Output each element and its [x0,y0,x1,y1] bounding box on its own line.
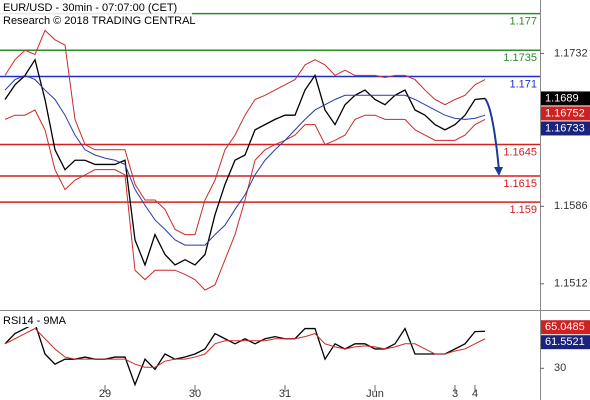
price-badge [541,91,590,106]
title-bg [0,0,192,28]
rsi-title-bg [0,313,70,327]
series-line [4,29,486,236]
x-tick-label: 31 [279,388,291,400]
price-badge-label: 61.5521 [545,336,585,348]
y-tick-label: 1.1732 [554,47,588,59]
price-badge [541,106,590,121]
level-label: 1.1645 [503,146,537,158]
y-tick-label: 30 [554,362,566,374]
level-label: 1.159 [509,204,537,216]
x-tick-label: 30 [189,388,201,400]
projection-arrowhead [494,166,503,176]
price-badge-label: 1.16752 [545,107,585,119]
projection-arrow [484,97,500,171]
series-line [4,109,486,291]
level-label: 1.177 [509,16,537,28]
chart-subtitle: Research © 2018 TRADING CENTRAL [3,15,196,27]
price-badge [541,121,590,136]
y-tick-label: 1.1586 [554,200,588,212]
x-tick-label: Jun [366,388,384,400]
chart-title: EUR/USD - 30min - 07:07:00 (CET) [3,2,177,14]
price-badge [541,335,590,350]
level-label: 1.1615 [503,178,537,190]
series-line [4,74,486,246]
series-line [4,327,486,368]
series-line [4,58,486,267]
price-badge-label: 1.1689 [545,92,579,104]
x-tick-label: 3 [452,388,458,400]
series-line [4,322,486,387]
price-badge-label: 1.16733 [545,122,585,134]
x-tick-label: 4 [472,388,478,400]
level-label: 1.171 [509,78,537,90]
x-tick-label: 29 [99,388,111,400]
price-badge-label: 65.0485 [545,321,585,333]
rsi-title: RSI14 - 9MA [3,315,67,327]
y-tick-label: 1.1512 [554,278,588,290]
level-label: 1.1735 [503,52,537,64]
price-badge [541,320,590,335]
